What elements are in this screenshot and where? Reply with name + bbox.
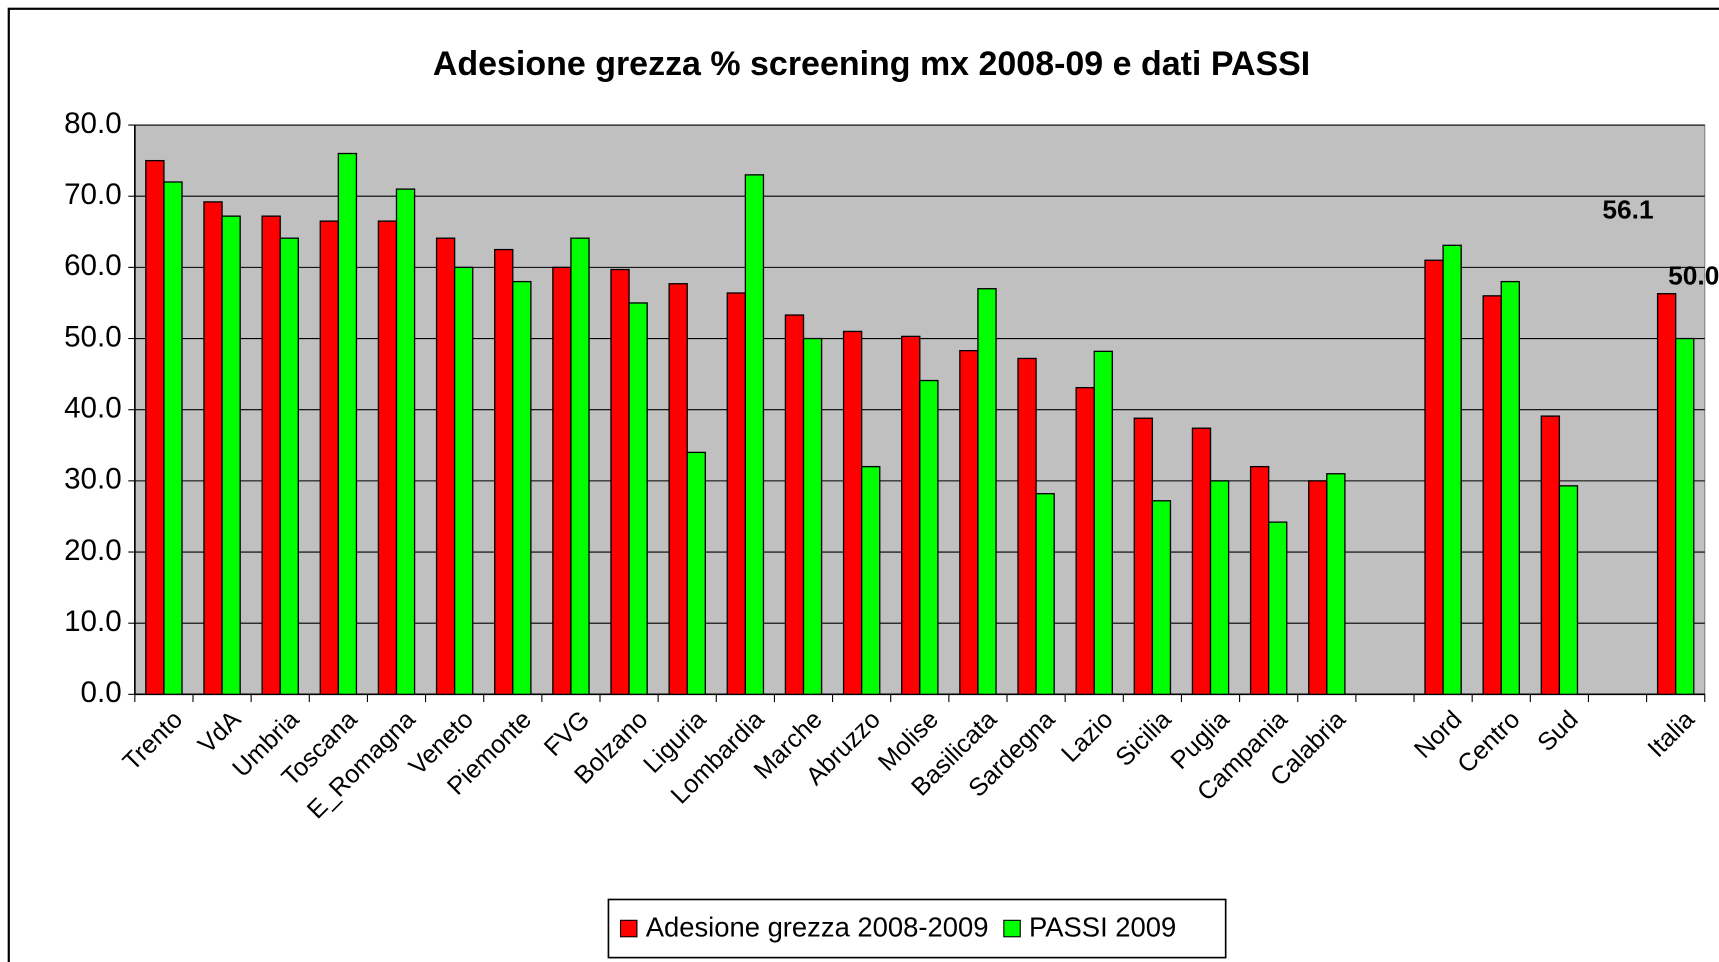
legend-swatch bbox=[1003, 919, 1021, 938]
bar bbox=[203, 201, 223, 696]
legend-swatch bbox=[619, 919, 638, 938]
bar bbox=[145, 159, 165, 696]
bar bbox=[842, 330, 863, 696]
bar bbox=[261, 215, 281, 696]
bar bbox=[1249, 465, 1270, 696]
bar bbox=[1017, 357, 1037, 696]
bar bbox=[163, 181, 183, 696]
bar bbox=[1540, 415, 1561, 696]
y-tick-label: 40.0 bbox=[64, 392, 122, 425]
bar bbox=[744, 174, 765, 696]
y-tick-label: 50.0 bbox=[64, 320, 122, 353]
y-tick-label: 10.0 bbox=[64, 605, 122, 638]
bar bbox=[337, 152, 358, 696]
bar bbox=[802, 337, 823, 696]
bar bbox=[919, 379, 939, 696]
legend bbox=[607, 898, 1227, 959]
bar bbox=[377, 220, 398, 696]
bar bbox=[552, 266, 572, 696]
legend-label: PASSI 2009 bbox=[1029, 911, 1176, 942]
bar bbox=[1035, 493, 1055, 696]
legend-label: Adesione grezza 2008-2009 bbox=[646, 911, 989, 942]
bar bbox=[1133, 417, 1154, 696]
bar bbox=[512, 280, 532, 696]
bar bbox=[1558, 485, 1579, 696]
bar bbox=[784, 314, 805, 696]
bar bbox=[977, 288, 997, 696]
bar bbox=[1209, 480, 1230, 696]
bar bbox=[1268, 521, 1288, 696]
y-tick-label: 60.0 bbox=[64, 249, 122, 282]
chart-title: Adesione grezza % screening mx 2008-09 e… bbox=[433, 45, 1310, 83]
bar bbox=[1656, 293, 1677, 696]
bar bbox=[221, 215, 241, 696]
bar bbox=[860, 465, 881, 696]
bar bbox=[570, 237, 590, 696]
bar bbox=[959, 349, 979, 696]
bar bbox=[726, 292, 747, 696]
bar bbox=[1326, 473, 1346, 696]
bar bbox=[610, 268, 630, 696]
bar bbox=[901, 335, 921, 696]
bar bbox=[319, 220, 340, 696]
bar bbox=[1151, 500, 1172, 696]
bar bbox=[453, 266, 474, 696]
bar bbox=[395, 188, 416, 696]
bar bbox=[279, 237, 299, 696]
y-tick-label: 20.0 bbox=[64, 534, 122, 567]
bar bbox=[686, 451, 706, 696]
bar bbox=[435, 237, 456, 696]
bar bbox=[1191, 427, 1212, 696]
bar bbox=[1675, 337, 1695, 696]
bar bbox=[1093, 350, 1113, 696]
annotation: 50.0 bbox=[1668, 260, 1719, 290]
bar bbox=[494, 248, 514, 696]
bar bbox=[1075, 386, 1095, 696]
y-tick-label: 0.0 bbox=[81, 676, 122, 709]
bar bbox=[1482, 295, 1502, 696]
bar bbox=[1424, 259, 1444, 696]
y-tick-label: 70.0 bbox=[64, 178, 122, 211]
bar bbox=[628, 302, 648, 696]
bar bbox=[1500, 280, 1520, 696]
y-tick-label: 80.0 bbox=[64, 107, 122, 140]
y-tick-label: 30.0 bbox=[64, 463, 122, 496]
annotation: 56.1 bbox=[1602, 195, 1653, 225]
bar bbox=[1308, 480, 1328, 696]
bar bbox=[1442, 244, 1462, 696]
bar bbox=[668, 283, 688, 696]
